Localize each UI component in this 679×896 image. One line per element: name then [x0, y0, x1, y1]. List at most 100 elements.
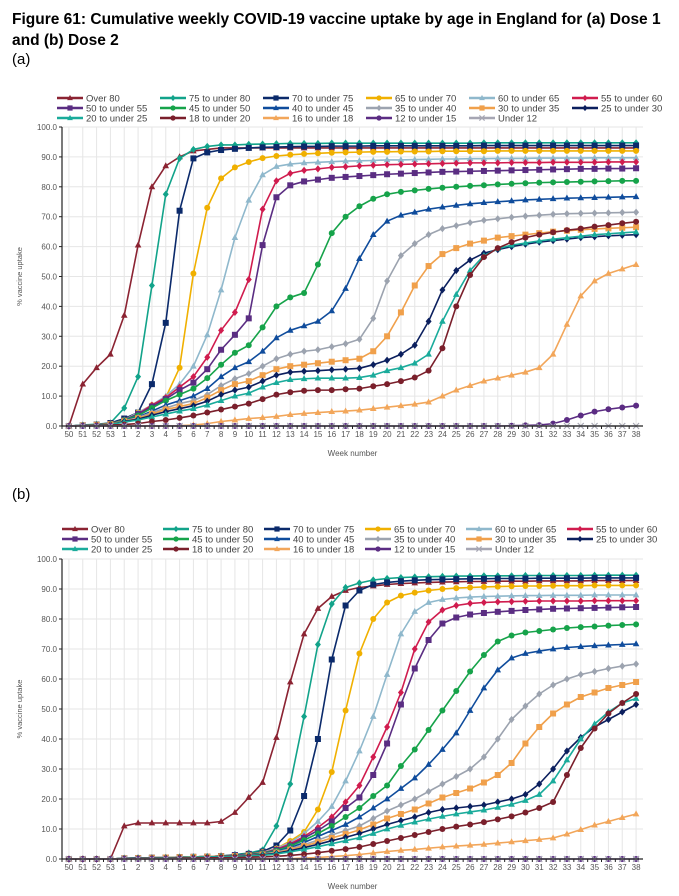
data-point — [536, 231, 543, 238]
data-point — [480, 610, 487, 616]
x-tick-label: 15 — [313, 863, 322, 872]
data-point — [563, 147, 570, 154]
data-point — [259, 171, 266, 178]
legend-label: 25 to under 30 — [601, 104, 662, 115]
data-point — [619, 604, 626, 611]
data-point — [314, 604, 322, 611]
data-point — [397, 142, 404, 149]
series-18-to-under-20 — [65, 218, 640, 429]
legend-label: Over 80 — [86, 94, 120, 105]
x-tick-label: 36 — [604, 863, 613, 872]
legend-marker-icon — [274, 535, 280, 542]
legend-marker-icon — [582, 94, 588, 102]
data-point — [190, 385, 197, 392]
data-point — [245, 140, 252, 148]
data-point — [591, 223, 598, 230]
data-point — [190, 270, 197, 277]
data-point — [619, 662, 626, 670]
x-axis-label: Week number — [328, 449, 378, 458]
data-point — [522, 212, 529, 220]
data-point — [231, 364, 239, 371]
series-line — [68, 584, 637, 860]
data-point — [453, 183, 460, 190]
legend-item-16-to-under-18: 16 to under 18 — [263, 114, 353, 125]
legend-item-20-to-under-25: 20 to under 25 — [57, 114, 147, 125]
x-tick-label: 9 — [233, 863, 238, 872]
data-point — [577, 605, 584, 612]
data-point — [508, 838, 515, 845]
data-point — [453, 585, 460, 592]
data-point — [411, 240, 418, 248]
data-point — [591, 821, 598, 828]
data-point — [605, 641, 612, 648]
data-point — [314, 374, 322, 381]
data-point — [549, 591, 557, 598]
data-point — [190, 392, 197, 399]
data-point — [217, 817, 225, 824]
data-point — [508, 142, 515, 149]
data-point — [605, 193, 612, 200]
data-point — [591, 604, 598, 611]
legend-marker-icon — [375, 546, 381, 552]
legend-marker-icon — [478, 114, 486, 122]
y-tick-label: 70.0 — [41, 213, 57, 222]
data-point — [563, 158, 570, 166]
x-tick-label: 51 — [78, 863, 87, 872]
data-point — [328, 769, 335, 775]
data-point — [314, 806, 321, 813]
data-point — [342, 357, 349, 364]
data-point — [356, 747, 363, 754]
data-point — [411, 341, 418, 349]
data-point — [577, 225, 584, 232]
data-point — [384, 356, 391, 364]
x-tick-label: 33 — [562, 863, 571, 872]
data-point — [522, 154, 529, 161]
data-point — [245, 793, 253, 800]
data-point — [591, 642, 598, 649]
data-point — [397, 188, 404, 195]
data-point — [425, 148, 432, 155]
legend-label: 40 to under 45 — [293, 535, 354, 546]
data-point — [619, 177, 626, 184]
data-point — [287, 151, 294, 158]
data-point — [273, 822, 280, 830]
data-point — [508, 583, 515, 590]
data-point — [619, 622, 626, 628]
data-point — [605, 574, 612, 581]
data-point — [452, 386, 460, 393]
data-point — [439, 155, 446, 162]
data-point — [342, 149, 349, 156]
data-point — [162, 417, 169, 424]
data-point — [384, 820, 391, 829]
data-point — [550, 626, 557, 633]
data-point — [494, 608, 501, 615]
figure-title: Figure 61: Cumulative weekly COVID-19 va… — [12, 11, 661, 49]
data-point — [356, 813, 363, 820]
data-point — [494, 575, 501, 582]
data-point — [618, 229, 626, 236]
data-point — [480, 575, 487, 582]
data-point — [563, 772, 570, 778]
data-point — [286, 411, 294, 418]
data-point — [397, 156, 405, 163]
data-point — [204, 397, 211, 405]
data-point — [633, 582, 640, 589]
data-point — [591, 574, 598, 581]
data-point — [494, 816, 501, 823]
data-point — [605, 685, 612, 691]
data-point — [619, 574, 626, 581]
data-point — [245, 342, 252, 349]
data-point — [439, 576, 446, 583]
data-point — [287, 143, 294, 150]
data-point — [356, 587, 363, 594]
legend-item-75-to-under-80: 75 to under 80 — [160, 94, 250, 105]
data-point — [550, 765, 557, 773]
data-point — [259, 140, 266, 148]
data-point — [535, 835, 543, 842]
x-tick-label: 2 — [136, 430, 141, 439]
panel-b-label: (b) — [12, 486, 31, 503]
data-point — [480, 840, 488, 847]
legend-label: 20 to under 25 — [91, 545, 152, 556]
data-point — [425, 367, 432, 374]
data-point — [273, 391, 280, 398]
